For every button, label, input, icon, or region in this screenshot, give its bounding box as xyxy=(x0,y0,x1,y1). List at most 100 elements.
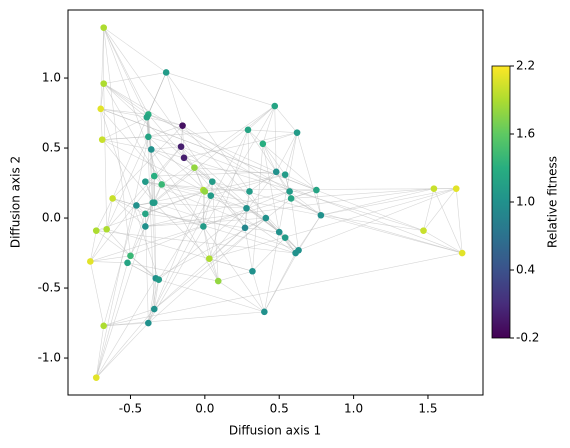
edge xyxy=(112,198,146,227)
point xyxy=(92,227,100,234)
edge xyxy=(103,252,463,327)
edge xyxy=(90,230,97,262)
edge xyxy=(247,129,264,145)
edge xyxy=(100,108,160,280)
edge xyxy=(158,279,265,313)
y-tick-label: 1.0 xyxy=(42,71,61,85)
edge xyxy=(165,72,183,126)
point xyxy=(177,143,185,150)
edge xyxy=(101,139,155,203)
edge xyxy=(210,195,247,209)
edge xyxy=(106,136,149,230)
edge xyxy=(180,125,183,147)
edge xyxy=(166,72,275,107)
edge xyxy=(218,280,265,313)
point xyxy=(98,136,106,143)
edge xyxy=(209,258,219,282)
edge xyxy=(145,181,321,216)
edge xyxy=(102,129,249,140)
edge xyxy=(154,202,299,251)
point xyxy=(150,172,158,180)
point xyxy=(207,192,215,199)
edge xyxy=(154,227,246,310)
edge xyxy=(290,198,299,251)
edge xyxy=(161,105,275,185)
point xyxy=(145,133,152,141)
edge xyxy=(182,125,185,158)
point xyxy=(143,113,151,121)
edge xyxy=(146,116,183,126)
edge xyxy=(246,207,266,219)
colorbar-tick-label: 1.6 xyxy=(516,127,535,141)
edge xyxy=(148,114,246,229)
point xyxy=(200,223,207,230)
point xyxy=(259,140,267,148)
edge xyxy=(148,279,160,324)
point xyxy=(109,195,116,202)
edge xyxy=(247,129,298,133)
edge xyxy=(295,215,322,254)
colorbar-tick-label: -0.2 xyxy=(516,331,539,345)
edge xyxy=(285,174,317,191)
edge xyxy=(103,27,148,118)
edge xyxy=(182,125,290,192)
point xyxy=(133,202,140,209)
edge xyxy=(148,136,182,147)
edge xyxy=(290,198,322,216)
edge xyxy=(95,136,149,378)
edge xyxy=(433,188,463,254)
point xyxy=(179,122,186,129)
point xyxy=(149,199,157,206)
edge xyxy=(130,213,146,256)
edge xyxy=(264,132,298,312)
edge xyxy=(320,188,457,216)
y-tick-label: 0.5 xyxy=(42,141,61,155)
colorbar-tick-label: 0.4 xyxy=(516,263,535,277)
point xyxy=(281,234,289,241)
edge xyxy=(95,198,113,231)
edge xyxy=(148,189,204,324)
point xyxy=(262,214,270,222)
edge xyxy=(103,27,149,115)
edge xyxy=(103,27,131,256)
edge xyxy=(264,250,299,312)
edge xyxy=(136,205,146,227)
edge xyxy=(103,83,149,115)
x-tick-label: 1.0 xyxy=(344,402,363,416)
edge xyxy=(136,174,286,206)
point xyxy=(145,319,152,327)
edge xyxy=(262,132,298,145)
edge xyxy=(153,278,157,310)
point xyxy=(458,249,466,257)
point xyxy=(87,258,94,265)
edge xyxy=(183,132,298,159)
point xyxy=(272,168,280,176)
x-tick-label: 0.5 xyxy=(270,402,289,416)
edge xyxy=(203,226,265,313)
edge xyxy=(154,105,275,203)
edge xyxy=(262,143,286,175)
edge xyxy=(320,188,434,216)
point xyxy=(287,195,295,202)
point xyxy=(293,129,301,136)
edge xyxy=(151,149,185,159)
edge xyxy=(96,308,155,378)
edge xyxy=(90,255,131,262)
edge xyxy=(148,114,277,173)
edge xyxy=(102,139,205,192)
point xyxy=(452,185,460,192)
edge xyxy=(262,143,277,172)
point xyxy=(261,308,268,316)
colorbar xyxy=(491,65,511,339)
edge xyxy=(100,108,149,115)
edge xyxy=(154,129,249,310)
edge xyxy=(112,72,167,199)
edge xyxy=(153,176,157,279)
edge xyxy=(210,174,286,196)
edge xyxy=(90,229,107,262)
colorbar-tick-label: 2.2 xyxy=(516,59,535,73)
edge xyxy=(194,167,286,175)
edge xyxy=(148,136,212,196)
point xyxy=(201,188,209,195)
